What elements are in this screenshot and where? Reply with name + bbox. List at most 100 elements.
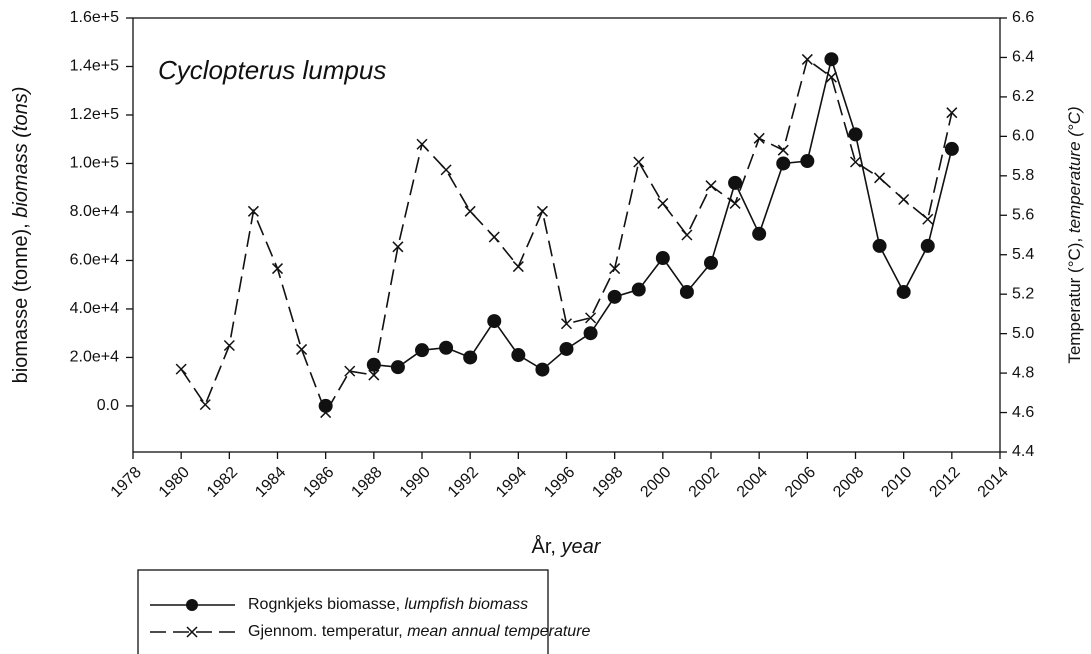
point: [583, 326, 598, 341]
x-tick-label: 1982: [204, 464, 241, 501]
point: [657, 197, 669, 209]
point: [559, 341, 574, 356]
point: [944, 141, 959, 156]
y-tick-label: 1.0e+5: [70, 155, 119, 172]
point: [175, 363, 187, 375]
point: [247, 205, 259, 217]
point: [825, 71, 837, 83]
point: [607, 289, 622, 304]
x-tick-label: 2000: [637, 464, 674, 501]
y-tick-label: 1.2e+5: [70, 106, 119, 123]
point: [464, 205, 476, 217]
point: [320, 407, 332, 419]
y2-tick-label: 5.2: [1012, 285, 1034, 302]
point: [922, 213, 934, 225]
point: [271, 263, 284, 275]
point: [728, 175, 743, 190]
x-tick-label: 1988: [348, 464, 385, 501]
point: [535, 362, 550, 377]
point: [633, 156, 645, 168]
point: [631, 282, 646, 297]
point: [898, 193, 910, 206]
point: [366, 357, 381, 372]
y2-tick-label: 6.4: [1012, 49, 1034, 66]
point: [609, 263, 621, 275]
y2-tick-label: 6.2: [1012, 88, 1034, 105]
y2-tick-label: 5.0: [1012, 325, 1034, 342]
y-tick-label: 4.0e+4: [70, 300, 119, 317]
x-tick-label: 1992: [445, 464, 482, 501]
x-tick-label: 1984: [252, 464, 289, 501]
x-tick-label: 1980: [156, 464, 193, 501]
point: [655, 251, 670, 266]
point: [585, 312, 597, 324]
point: [511, 348, 526, 363]
chart-title: Cyclopterus lumpus: [158, 55, 386, 85]
point: [874, 172, 886, 184]
legend-marker: [186, 626, 198, 638]
y2-tick-label: 5.6: [1012, 206, 1034, 223]
x-tick-label: 1998: [589, 464, 626, 501]
point: [800, 154, 815, 169]
point: [344, 365, 356, 377]
point: [487, 314, 502, 329]
point: [849, 156, 862, 168]
x-tick-label: 2002: [686, 464, 723, 501]
y-tick-label: 1.6e+5: [70, 9, 119, 26]
point: [560, 318, 573, 330]
y-tick-label: 2.0e+4: [70, 349, 119, 366]
x-tick-label: 2008: [830, 464, 867, 501]
point: [776, 156, 791, 171]
point: [872, 238, 887, 253]
point: [848, 127, 863, 142]
y-tick-label: 1.4e+5: [70, 58, 119, 75]
x-tick-label: 2004: [734, 464, 771, 501]
point: [705, 180, 717, 192]
point: [896, 284, 911, 299]
point: [296, 343, 308, 355]
legend-label: Gjennom. temperatur, mean annual tempera…: [248, 623, 591, 640]
point: [512, 261, 524, 273]
point: [681, 229, 693, 241]
point: [488, 231, 500, 243]
point: [801, 53, 813, 65]
y-tick-label: 6.0e+4: [70, 252, 119, 269]
x-tick-label: 1996: [541, 464, 578, 501]
x-tick-label: 2010: [878, 464, 915, 501]
y2-axis-title: Temperatur (°C), temperature (°C): [1065, 106, 1084, 363]
y2-tick-label: 4.8: [1012, 364, 1034, 381]
y2-tick-label: 4.4: [1012, 443, 1034, 460]
point: [777, 144, 789, 156]
point: [223, 339, 235, 352]
point: [199, 399, 211, 411]
x-axis-title: År, year: [532, 535, 602, 558]
point: [415, 343, 429, 358]
y2-tick-label: 5.4: [1012, 246, 1034, 263]
point: [390, 360, 405, 375]
point: [368, 369, 380, 381]
point: [439, 340, 454, 355]
point: [729, 197, 741, 209]
point: [536, 205, 548, 217]
y2-tick-label: 4.6: [1012, 404, 1034, 421]
x-tick-label: 2014: [975, 464, 1012, 501]
point: [752, 226, 767, 241]
point: [416, 138, 428, 150]
y-tick-label: 0.0: [97, 397, 119, 414]
y-axis-title: biomasse (tonne), biomass (tons): [10, 87, 32, 384]
y2-tick-label: 6.6: [1012, 9, 1034, 26]
point: [392, 241, 404, 253]
y2-tick-label: 5.8: [1012, 167, 1034, 184]
x-tick-label: 2006: [782, 464, 819, 501]
x-tick-label: 1990: [397, 464, 434, 501]
x-tick-label: 1994: [493, 464, 530, 501]
point: [824, 52, 839, 67]
point: [704, 255, 718, 270]
point: [946, 107, 958, 119]
point: [920, 238, 935, 253]
series-line: [373, 56, 953, 371]
legend-box: [137, 569, 549, 654]
point: [463, 350, 478, 365]
y-tick-label: 8.0e+4: [70, 203, 119, 220]
